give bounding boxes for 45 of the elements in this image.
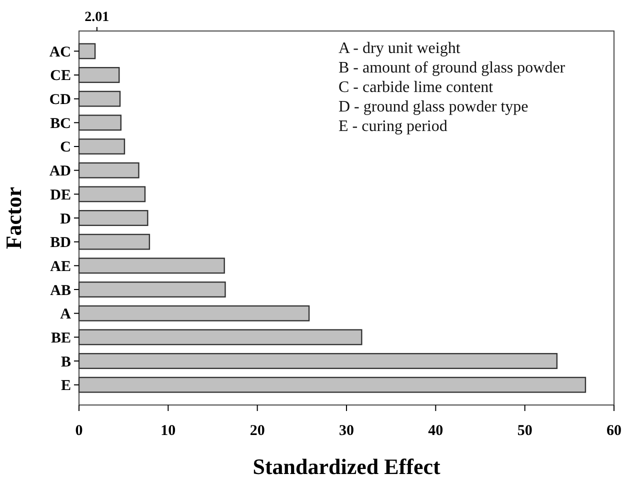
y-tick-label: BE xyxy=(50,330,71,346)
x-tick-label: 50 xyxy=(517,423,532,439)
bar xyxy=(78,305,310,322)
x-tick-label: 10 xyxy=(160,423,176,439)
bar xyxy=(78,210,148,226)
annotation: E - curing period xyxy=(338,118,448,135)
bar xyxy=(78,186,146,202)
bar xyxy=(78,353,558,369)
x-axis-title: Standardized Effect xyxy=(252,454,441,479)
annotation: C - carbide lime content xyxy=(338,79,494,96)
bar xyxy=(78,329,362,346)
annotation: B - amount of ground glass powder xyxy=(338,60,566,76)
y-tick-label: E xyxy=(60,378,71,394)
y-tick-label: CD xyxy=(49,92,72,108)
y-tick-label: DE xyxy=(50,187,71,204)
bar xyxy=(78,138,126,154)
bar xyxy=(78,258,225,274)
annotation: D - ground glass powder type xyxy=(338,98,528,116)
y-tick-label: AC xyxy=(49,44,71,60)
bar xyxy=(78,114,122,131)
y-tick-label: AE xyxy=(50,258,71,275)
annotation: A - dry unit weight xyxy=(338,40,461,57)
x-tick-label: 60 xyxy=(606,423,622,439)
bar xyxy=(78,162,140,178)
bar xyxy=(78,43,96,60)
y-tick-label: C xyxy=(60,140,71,156)
y-tick-label: D xyxy=(60,211,72,228)
x-tick-label: 40 xyxy=(428,423,444,439)
y-tick-label: B xyxy=(60,354,71,370)
ref-line-label: 2.01 xyxy=(84,10,110,25)
bar xyxy=(78,282,226,298)
x-tick-label: 0 xyxy=(75,423,83,439)
y-axis-title: Factor xyxy=(1,186,26,250)
bar xyxy=(78,234,150,250)
y-tick-label: A xyxy=(60,306,72,323)
x-tick-label: 20 xyxy=(250,423,265,439)
bar xyxy=(78,67,120,83)
y-tick-label: BD xyxy=(50,235,72,252)
y-tick-label: CE xyxy=(50,68,71,84)
y-tick-label: AD xyxy=(49,164,72,180)
bar xyxy=(78,90,121,107)
x-tick-label: 30 xyxy=(339,423,354,439)
bar xyxy=(78,376,586,393)
y-tick-label: BC xyxy=(50,116,71,132)
y-tick-label: AB xyxy=(50,282,71,299)
